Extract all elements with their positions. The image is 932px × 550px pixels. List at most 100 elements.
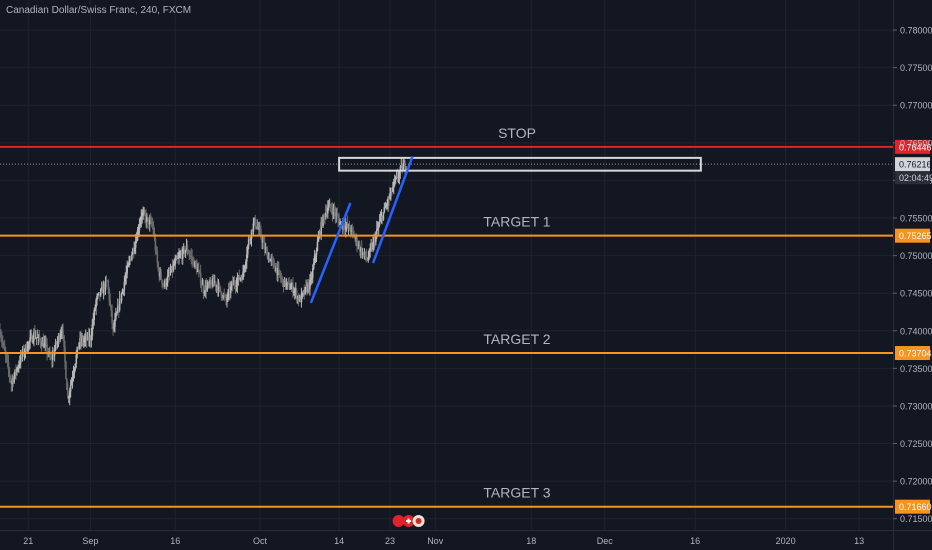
candle-body: [223, 294, 225, 296]
candle-body: [215, 285, 218, 287]
candle-body: [38, 335, 41, 340]
candle-body: [393, 180, 396, 182]
candle-body: [302, 291, 305, 294]
candle-body: [290, 286, 292, 289]
candle-body: [58, 335, 61, 340]
candle-body: [348, 224, 351, 230]
candle-body: [178, 256, 180, 258]
candle-body: [279, 275, 282, 279]
candle-body: [198, 270, 201, 273]
candle-body: [379, 218, 382, 222]
candle-body: [133, 247, 136, 252]
candle-body: [261, 237, 263, 243]
candle-body: [176, 257, 178, 259]
candle-body: [40, 343, 43, 347]
drawings-layer[interactable]: [309, 155, 702, 304]
candle-body: [67, 397, 70, 399]
candle-body: [237, 275, 240, 280]
candle-body: [308, 284, 310, 289]
candle-body: [197, 269, 200, 271]
candle-body: [31, 335, 33, 343]
candle-body: [182, 247, 185, 249]
candle-body: [323, 215, 325, 217]
candle-body: [203, 292, 206, 294]
price-tick-label: 0.74000: [900, 326, 932, 336]
candle-body: [143, 212, 145, 214]
candle-body: [99, 289, 102, 296]
candle-body: [62, 330, 64, 336]
candle-body: [403, 163, 405, 166]
candle-body: [354, 238, 356, 240]
candle-body: [85, 336, 88, 341]
level-price-tag: [895, 499, 930, 514]
price-axis[interactable]: 0.76446 0.75265 0.73704 0.71660 0.78000 0.775…: [893, 0, 932, 550]
candle-body: [164, 280, 166, 287]
candle-body: [384, 207, 387, 209]
candle-body: [181, 254, 183, 259]
time-tick-label: 14: [334, 536, 344, 546]
candle-body: [322, 215, 324, 226]
candle-body: [377, 224, 380, 228]
candle-body: [110, 305, 112, 311]
trendline[interactable]: [371, 155, 414, 264]
candle-body: [368, 249, 371, 258]
candle-body: [29, 337, 31, 342]
candle-body: [2, 343, 5, 346]
candle-body: [271, 258, 274, 260]
candle-body: [115, 314, 117, 320]
candle-body: [331, 210, 334, 215]
candle-body: [71, 377, 74, 381]
candle-body: [16, 368, 18, 373]
time-tick-label: 2020: [776, 536, 796, 546]
candle-body: [313, 255, 316, 264]
level-price-tag: [895, 139, 930, 154]
candle-body: [126, 266, 128, 274]
candle-body: [273, 261, 275, 268]
candle-body: [156, 251, 159, 263]
candle-body: [321, 221, 323, 226]
candle-body: [158, 269, 160, 277]
candle-body: [164, 280, 167, 286]
candle-body: [73, 368, 76, 374]
candle-body: [386, 204, 388, 206]
rectangle-drawing[interactable]: [338, 156, 702, 172]
candle-body: [207, 282, 209, 286]
candle-body: [246, 245, 249, 255]
candle-body: [268, 256, 271, 262]
candle-body: [262, 241, 265, 243]
candle-body: [336, 214, 339, 217]
canada-flag-icon[interactable]: [392, 515, 405, 527]
candle-body: [320, 221, 323, 235]
candle-body: [202, 284, 205, 293]
candle-body: [152, 225, 155, 235]
time-tick-label: Dec: [597, 536, 614, 546]
candle-body: [81, 338, 83, 343]
candle-body: [301, 293, 304, 295]
candle-body: [230, 282, 233, 287]
candle-body: [259, 227, 261, 230]
trendline[interactable]: [309, 202, 352, 304]
calendar-event-icons[interactable]: [392, 515, 425, 527]
price-tick-label: 0.71500: [900, 514, 932, 524]
chart-title: Canadian Dollar/Swiss Franc, 240, FXCM: [6, 5, 192, 16]
candle-body: [289, 288, 291, 290]
candle-body: [78, 342, 80, 349]
candle-body: [337, 216, 339, 220]
candle-body: [180, 254, 182, 256]
candle-body: [347, 224, 350, 228]
candle-body: [374, 238, 376, 242]
candle-body: [267, 256, 270, 260]
candle-body: [333, 208, 336, 213]
candle-body: [346, 223, 349, 228]
time-tick-label: Sep: [82, 536, 98, 546]
candle-body: [135, 240, 138, 242]
candle-body: [199, 272, 202, 285]
candle-body: [284, 278, 287, 287]
level-price-value: 0.76446: [899, 142, 932, 152]
candle-body: [134, 241, 137, 248]
candle-body: [91, 324, 94, 336]
price-tick-label: 0.72000: [900, 477, 932, 487]
time-axis[interactable]: 21 Sep 16 Oct 14 23 Nov 18 Dec 16 2020 13: [0, 515, 932, 546]
candle-body: [35, 337, 38, 339]
